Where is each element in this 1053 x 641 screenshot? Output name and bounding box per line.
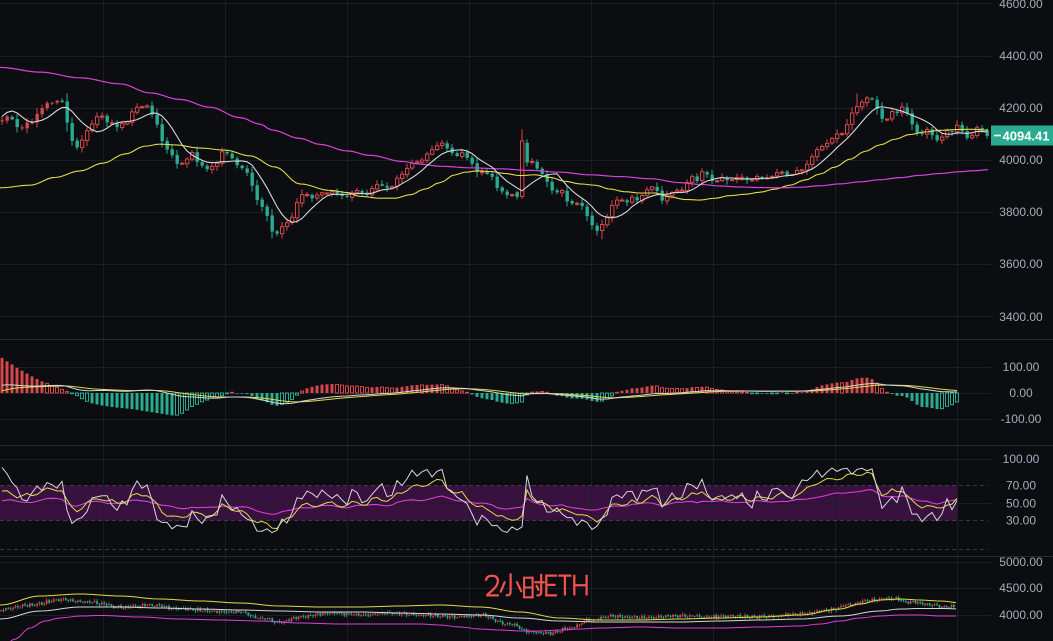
svg-text:0.00: 0.00 [1009,386,1033,400]
svg-text:4094.41: 4094.41 [1003,129,1050,144]
svg-text:70.00: 70.00 [1006,479,1036,493]
svg-text:4000.00: 4000.00 [999,608,1043,622]
svg-text:50.00: 50.00 [1006,497,1036,511]
svg-text:4600.00: 4600.00 [999,0,1043,11]
svg-text:5000.00: 5000.00 [999,555,1043,569]
svg-text:3800.00: 3800.00 [999,205,1043,219]
svg-text:30.00: 30.00 [1006,514,1036,528]
svg-text:-100.00: -100.00 [1001,412,1042,426]
svg-text:4500.00: 4500.00 [999,581,1043,595]
svg-text:3400.00: 3400.00 [999,310,1043,324]
svg-text:4200.00: 4200.00 [999,101,1043,115]
svg-text:100.00: 100.00 [1003,452,1040,466]
svg-text:4400.00: 4400.00 [999,49,1043,63]
svg-text:3600.00: 3600.00 [999,257,1043,271]
svg-text:100.00: 100.00 [1003,360,1040,374]
svg-text:4000.00: 4000.00 [999,153,1043,167]
